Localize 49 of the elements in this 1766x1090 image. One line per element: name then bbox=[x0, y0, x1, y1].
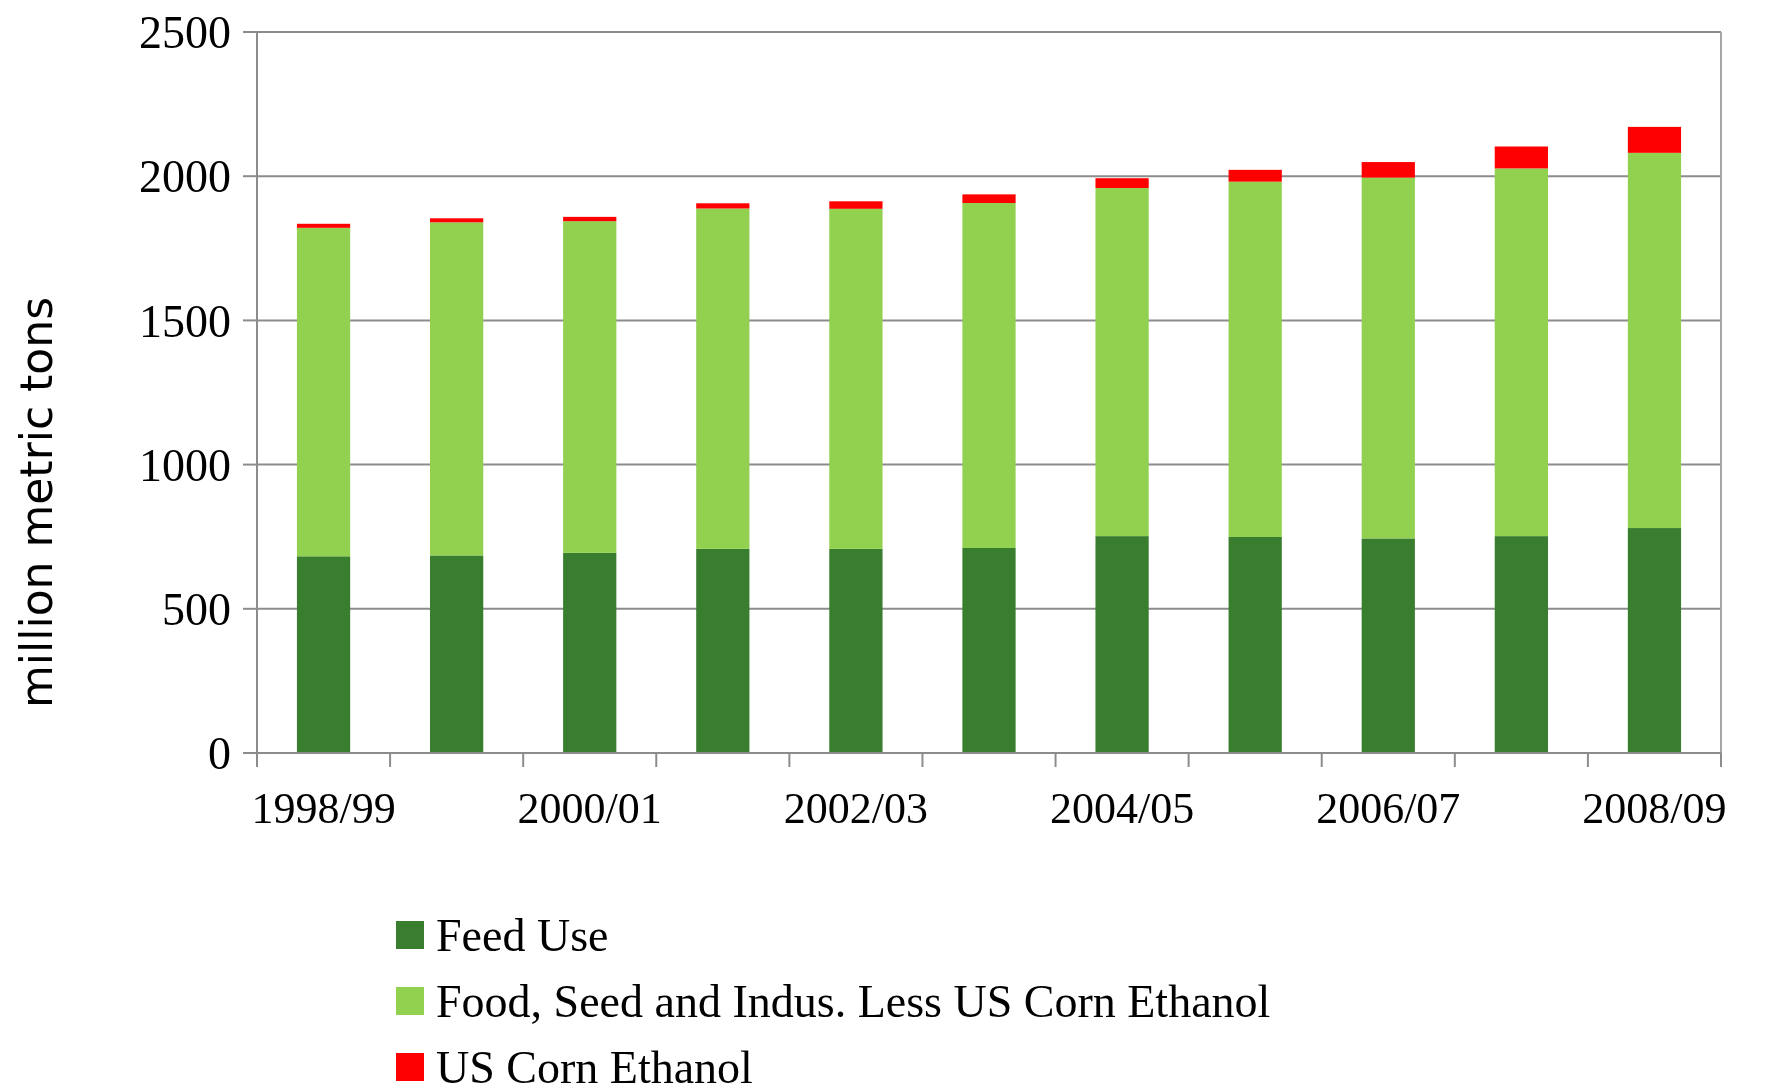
y-tick-label: 0 bbox=[208, 728, 231, 780]
legend-label: Feed Use bbox=[436, 910, 609, 962]
bar bbox=[1228, 181, 1282, 537]
x-tick-label: 2006/07 bbox=[1316, 784, 1461, 833]
bar bbox=[1627, 152, 1682, 529]
bar bbox=[962, 547, 1016, 753]
bar bbox=[563, 552, 617, 753]
bar bbox=[829, 201, 883, 209]
bar bbox=[1494, 146, 1548, 169]
bar bbox=[829, 208, 883, 549]
legend-label: Food, Seed and Indus. Less US Corn Ethanol bbox=[436, 976, 1271, 1028]
x-tick-label: 1998/99 bbox=[251, 784, 396, 833]
bar bbox=[1095, 536, 1149, 753]
bar bbox=[696, 548, 750, 753]
bar bbox=[296, 223, 351, 228]
bar bbox=[563, 221, 617, 553]
bar bbox=[563, 216, 617, 222]
y-tick-label: 1500 bbox=[139, 295, 231, 347]
bar bbox=[1627, 126, 1682, 153]
bar bbox=[296, 227, 351, 557]
bar bbox=[1228, 169, 1282, 182]
bar bbox=[1627, 528, 1682, 753]
bar bbox=[962, 194, 1016, 204]
y-axis-title: million metric tons bbox=[11, 296, 62, 709]
bar bbox=[1494, 168, 1548, 537]
bar bbox=[296, 556, 351, 753]
x-tick-label: 2002/03 bbox=[783, 784, 929, 833]
bar bbox=[1361, 162, 1415, 178]
bar bbox=[696, 208, 750, 549]
bar bbox=[1095, 178, 1149, 189]
x-tick-label: 2004/05 bbox=[1049, 784, 1195, 833]
legend-label: US Corn Ethanol bbox=[436, 1042, 753, 1090]
y-tick-label: 2000 bbox=[139, 151, 231, 203]
bar bbox=[1494, 536, 1548, 753]
x-tick-label: 2000/01 bbox=[517, 784, 662, 833]
bar bbox=[430, 218, 484, 223]
y-tick-label: 2500 bbox=[139, 7, 231, 59]
x-tick-label: 2008/09 bbox=[1582, 784, 1727, 833]
y-tick-label: 500 bbox=[162, 583, 231, 635]
y-tick-label: 1000 bbox=[139, 439, 231, 491]
bar bbox=[696, 203, 750, 209]
bar bbox=[430, 222, 484, 556]
bar bbox=[962, 203, 1016, 548]
bar bbox=[1228, 536, 1282, 753]
bar bbox=[1095, 188, 1149, 537]
bar bbox=[1361, 177, 1415, 539]
bar bbox=[1361, 538, 1415, 753]
bar bbox=[829, 548, 883, 753]
bar bbox=[430, 555, 484, 753]
